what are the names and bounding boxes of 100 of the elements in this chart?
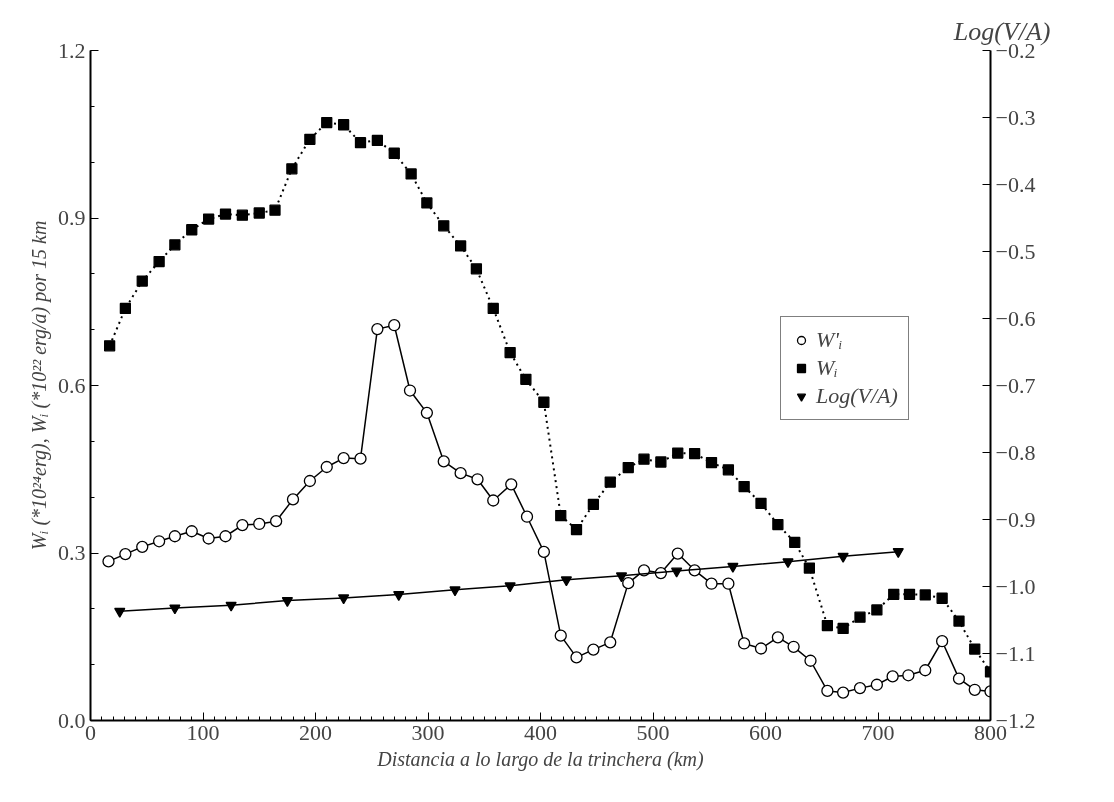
point [304, 133, 316, 145]
point [738, 480, 750, 493]
point [953, 615, 965, 627]
point [202, 532, 215, 545]
point [705, 577, 718, 590]
point [505, 478, 518, 491]
point [114, 607, 126, 618]
point [269, 515, 283, 528]
x-tick-label: 400 [524, 719, 557, 745]
point [903, 588, 916, 600]
x-tick-label: 100 [186, 719, 220, 745]
point [722, 464, 735, 476]
y2-tick-label: −1.0 [995, 573, 1036, 599]
y-axis-title: Wᵢ (*10²⁴erg), Wᵢ (*10²² erg/a) por 15 km [28, 220, 51, 551]
point [787, 640, 800, 653]
point [688, 447, 701, 460]
y2-tick-label: −0.6 [995, 305, 1036, 331]
point [821, 619, 834, 632]
point [804, 654, 817, 667]
point [727, 562, 739, 573]
y2-tick-label: −0.8 [995, 439, 1036, 465]
point [935, 635, 949, 648]
point [405, 168, 417, 180]
point [102, 555, 115, 568]
y2-tick-label: −0.7 [995, 372, 1036, 398]
point [337, 451, 350, 465]
point [892, 548, 904, 559]
x-tick-label: 600 [749, 719, 782, 745]
point [570, 523, 583, 536]
point [837, 552, 849, 563]
point [253, 207, 265, 219]
point [470, 263, 483, 275]
y-tick-label: 0.6 [58, 372, 86, 398]
y2-tick-label: −0.5 [995, 238, 1036, 264]
point [219, 530, 232, 543]
point [236, 518, 249, 532]
point [604, 476, 616, 488]
point [136, 275, 148, 287]
point [169, 604, 181, 615]
point [754, 642, 768, 655]
point [403, 384, 417, 397]
point [871, 604, 883, 616]
point [638, 453, 650, 465]
point [320, 460, 333, 474]
point [225, 601, 237, 612]
y-tick-label: 0.3 [58, 540, 86, 565]
point [622, 577, 635, 590]
point [670, 567, 683, 578]
point [968, 683, 981, 696]
point [236, 209, 249, 221]
point [286, 163, 298, 175]
point [655, 456, 667, 468]
point [504, 346, 516, 359]
point [836, 686, 850, 699]
point [354, 452, 367, 465]
point [919, 664, 932, 677]
point [671, 547, 684, 560]
point [821, 684, 834, 698]
y2-tick-label: −0.4 [995, 171, 1036, 197]
point [587, 498, 600, 511]
point [705, 456, 718, 469]
point [169, 239, 181, 251]
point [219, 208, 232, 220]
point [854, 611, 866, 623]
point [454, 240, 467, 252]
point [449, 586, 461, 597]
point [354, 136, 367, 149]
y2-tick-label: −0.3 [995, 104, 1036, 130]
point [253, 517, 266, 531]
point [755, 497, 767, 509]
point [286, 493, 300, 506]
point [136, 540, 149, 553]
point [538, 396, 550, 408]
point [803, 562, 816, 574]
y-tick-label: 0.9 [58, 205, 86, 230]
point [119, 547, 132, 561]
point [504, 582, 516, 593]
point [321, 116, 333, 129]
point [936, 592, 948, 604]
legend-label: Log(V/A) [816, 383, 898, 409]
point [902, 669, 915, 682]
point [782, 558, 794, 569]
point [622, 461, 634, 474]
point [604, 636, 617, 649]
x-tick-label: 300 [411, 719, 445, 745]
point [722, 577, 735, 590]
point [886, 670, 899, 683]
point [888, 588, 900, 600]
point [393, 591, 405, 601]
point [371, 322, 384, 336]
point [388, 319, 401, 332]
point [420, 406, 434, 419]
legend-label: W'ᵢ [816, 327, 843, 353]
point [969, 643, 981, 655]
x-axis-title: Distancia a lo largo de la trinchera (km) [376, 747, 705, 771]
point [520, 510, 534, 523]
point [952, 672, 966, 685]
y2-tick-label: −1.1 [995, 640, 1036, 666]
x-tick-label: 200 [299, 719, 332, 745]
point [560, 576, 573, 587]
